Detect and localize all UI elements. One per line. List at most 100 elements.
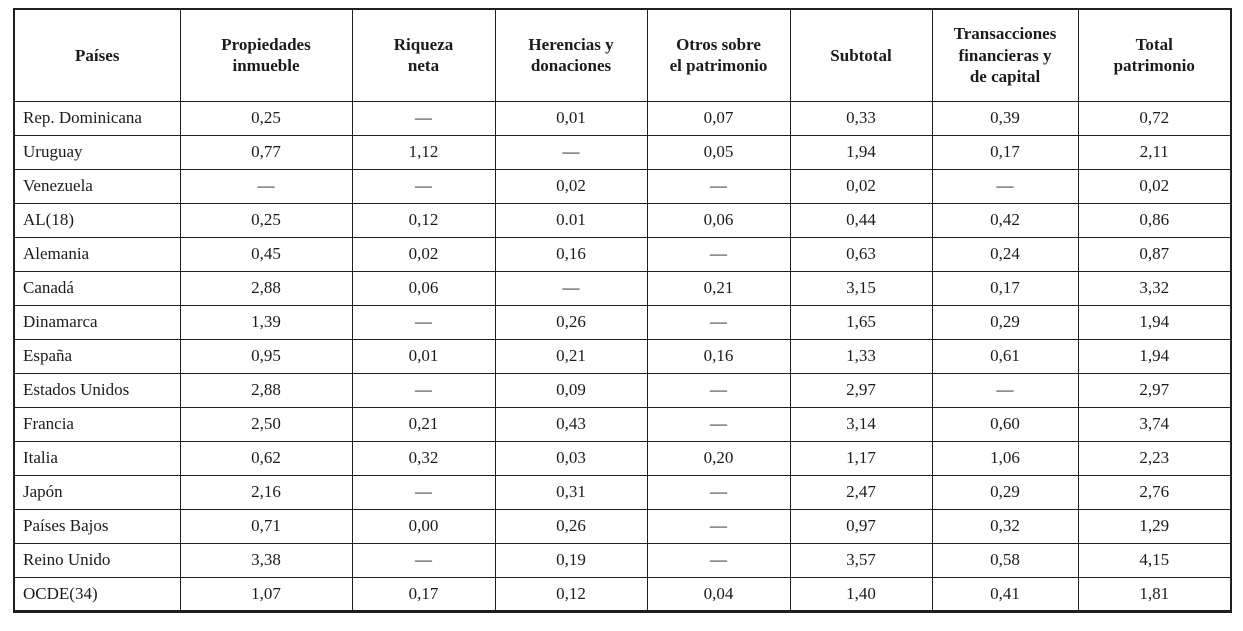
value-cell: 2,97 (789, 372, 933, 408)
value-cell: 0,16 (646, 338, 791, 374)
value-cell: 0,09 (494, 372, 648, 408)
value-cell: — (351, 542, 496, 578)
value-cell: 0,20 (646, 440, 791, 476)
value-cell: 1,12 (351, 134, 496, 170)
country-cell: Países Bajos (13, 508, 181, 544)
value-cell: 0,31 (494, 474, 648, 510)
value-cell: 0,17 (931, 270, 1079, 306)
table-row: Alemania 0,45 0,02 0,16—0,63 0,24 0,87 (13, 236, 1232, 272)
value-cell: 0,43 (494, 406, 648, 442)
table-header: Países Propiedades inmueble Riqueza neta He… (13, 8, 1232, 102)
value-cell: 0,16 (494, 236, 648, 272)
value-cell: 0,26 (494, 508, 648, 544)
country-cell: Uruguay (13, 134, 181, 170)
table-row: AL(18) 0,25 0,12 0.01 0,06 0,44 0,42 0,86 (13, 202, 1232, 238)
value-cell: 0,26 (494, 304, 648, 340)
value-cell: 0,07 (646, 100, 791, 136)
country-cell: Italia (13, 440, 181, 476)
value-cell: 2,76 (1077, 474, 1232, 510)
value-cell: 2,11 (1077, 134, 1232, 170)
value-cell: 3,15 (789, 270, 933, 306)
table-row: Reino Unido 3,38—0,19—3,57 0,58 4,15 (13, 542, 1232, 578)
country-cell: Venezuela (13, 168, 181, 204)
country-cell: OCDE(34) (13, 576, 181, 612)
value-cell: 0,05 (646, 134, 791, 170)
table-body: Rep. Dominicana 0,25—0,01 0,07 0,33 0,39 0,72… (13, 100, 1232, 612)
patrimony-tax-table: Países Propiedades inmueble Riqueza neta He… (13, 8, 1232, 613)
value-cell: 0,17 (351, 576, 496, 612)
country-cell: Dinamarca (13, 304, 181, 340)
value-cell: — (646, 406, 791, 442)
value-cell: 0,33 (789, 100, 933, 136)
value-cell: 0,71 (179, 508, 353, 544)
value-cell: — (646, 474, 791, 510)
value-cell: 0,29 (931, 474, 1079, 510)
value-cell: — (646, 542, 791, 578)
column-header: Herencias y donaciones (494, 8, 648, 102)
country-cell: España (13, 338, 181, 374)
value-cell: — (179, 168, 353, 204)
country-cell: Alemania (13, 236, 181, 272)
value-cell: 1,40 (789, 576, 933, 612)
value-cell: 0.01 (494, 202, 648, 238)
value-cell: 0,95 (179, 338, 353, 374)
value-cell: 0,62 (179, 440, 353, 476)
table-row: Japón 2,16—0,31—2,47 0,29 2,76 (13, 474, 1232, 510)
table-row: Venezuela — —0,02—0,02—0,02 (13, 168, 1232, 204)
value-cell: — (646, 508, 791, 544)
value-cell: 0,60 (931, 406, 1079, 442)
value-cell: 1,65 (789, 304, 933, 340)
value-cell: — (351, 168, 496, 204)
value-cell: 0,06 (646, 202, 791, 238)
value-cell: 0,02 (494, 168, 648, 204)
country-cell: AL(18) (13, 202, 181, 238)
table-row: Países Bajos 0,71 0,00 0,26—0,97 0,32 1,29 (13, 508, 1232, 544)
value-cell: 0,12 (351, 202, 496, 238)
value-cell: 0,01 (494, 100, 648, 136)
country-cell: Canadá (13, 270, 181, 306)
value-cell: 0,02 (351, 236, 496, 272)
value-cell: 1,94 (1077, 338, 1232, 374)
value-cell: 0,87 (1077, 236, 1232, 272)
value-cell: 0,21 (351, 406, 496, 442)
value-cell: 0,58 (931, 542, 1079, 578)
column-header: Otros sobre el patrimonio (646, 8, 791, 102)
value-cell: — (494, 270, 648, 306)
value-cell: 0,86 (1077, 202, 1232, 238)
value-cell: — (351, 304, 496, 340)
value-cell: 1,39 (179, 304, 353, 340)
value-cell: — (646, 236, 791, 272)
table-row: OCDE(34) 1,07 0,17 0,12 0,04 1,40 0,41 1,81 (13, 576, 1232, 612)
value-cell: 0,21 (494, 338, 648, 374)
value-cell: 0,61 (931, 338, 1079, 374)
value-cell: 1,17 (789, 440, 933, 476)
value-cell: 2,97 (1077, 372, 1232, 408)
table-row: Francia 2,50 0,21 0,43—3,14 0,60 3,74 (13, 406, 1232, 442)
value-cell: — (931, 372, 1079, 408)
value-cell: 0,19 (494, 542, 648, 578)
value-cell: 0,00 (351, 508, 496, 544)
value-cell: 0,45 (179, 236, 353, 272)
value-cell: — (494, 134, 648, 170)
country-cell: Francia (13, 406, 181, 442)
value-cell: 0,29 (931, 304, 1079, 340)
value-cell: 0,03 (494, 440, 648, 476)
value-cell: 1,33 (789, 338, 933, 374)
value-cell: 1,81 (1077, 576, 1232, 612)
value-cell: 0,72 (1077, 100, 1232, 136)
value-cell: — (646, 372, 791, 408)
value-cell: 1,94 (789, 134, 933, 170)
value-cell: 3,32 (1077, 270, 1232, 306)
table-row: Estados Unidos 2,88—0,09—2,97—2,97 (13, 372, 1232, 408)
value-cell: 0,25 (179, 100, 353, 136)
value-cell: — (351, 372, 496, 408)
value-cell: 0,24 (931, 236, 1079, 272)
value-cell: — (351, 474, 496, 510)
value-cell: 0,32 (931, 508, 1079, 544)
value-cell: 0,77 (179, 134, 353, 170)
value-cell: 2,50 (179, 406, 353, 442)
table-row: Italia 0,62 0,32 0,03 0,20 1,17 1,06 2,23 (13, 440, 1232, 476)
column-header: Riqueza neta (351, 8, 496, 102)
value-cell: 1,29 (1077, 508, 1232, 544)
table-row: Dinamarca 1,39—0,26—1,65 0,29 1,94 (13, 304, 1232, 340)
